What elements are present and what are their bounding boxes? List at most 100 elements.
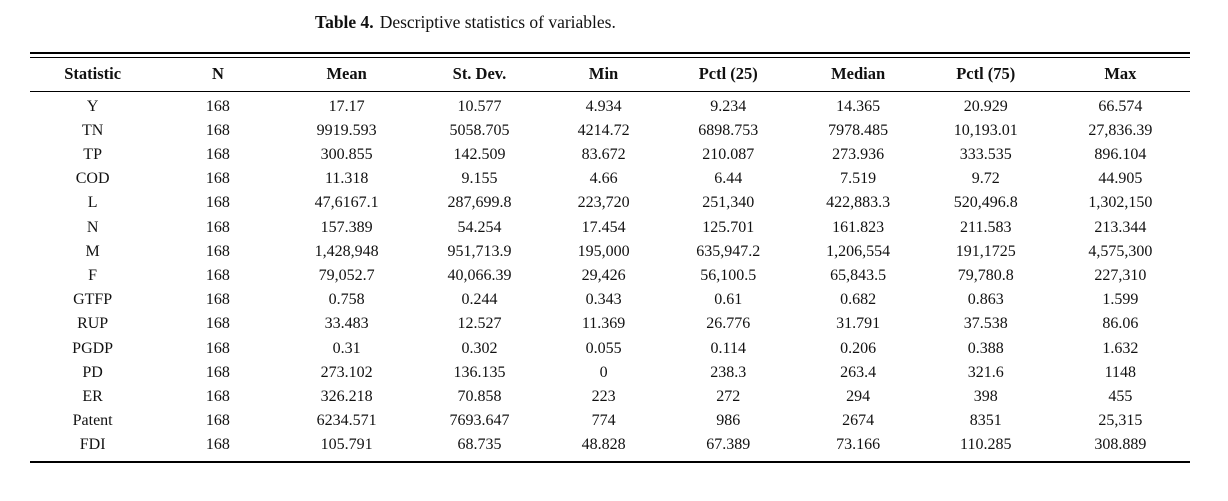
value-cell: 26.776 [706, 315, 751, 333]
value-cell: 223,720 [577, 194, 630, 212]
value-cell: 520,496.8 [953, 194, 1018, 212]
value-cell: 168 [205, 242, 230, 260]
value-cell: 12.527 [457, 315, 502, 333]
value-cell: 27,836.39 [1088, 121, 1153, 139]
value-cell: 1148 [1104, 363, 1137, 381]
value-cell: 79,052.7 [318, 266, 375, 284]
value-cell: 191,1725 [955, 242, 1016, 260]
value-cell: 10.577 [457, 97, 502, 115]
value-cell: 161.823 [832, 218, 885, 236]
value-cell: 168 [205, 266, 230, 284]
value-cell: 333.535 [959, 145, 1012, 163]
value-cell: 272 [716, 387, 741, 405]
value-cell: 168 [205, 436, 230, 454]
table-row: TP 168 300.855 142.509 83.672 210.087 273.936 3… [30, 143, 1190, 167]
value-cell: 0.055 [585, 339, 622, 357]
value-cell: 0.206 [840, 339, 877, 357]
value-cell: 223 [591, 387, 616, 405]
value-cell: 210.087 [702, 145, 755, 163]
table-row: COD 168 11.318 9.155 4.66 6.44 7.519 9.72 44.905 [30, 167, 1190, 191]
statistic-cell: PD [82, 363, 103, 381]
value-cell: 29,426 [581, 266, 626, 284]
value-cell: 17.454 [581, 218, 626, 236]
value-cell: 0.244 [461, 291, 498, 309]
table-body: Y 168 17.17 10.577 4.934 9.234 14.365 20.929 66.… [30, 91, 1190, 462]
value-cell: 10,193.01 [953, 121, 1018, 139]
value-cell: 273.936 [832, 145, 885, 163]
value-cell: 1.599 [1102, 291, 1139, 309]
table-row: PD 168 273.102 136.135 0 238.3 263.4 321.6 1148 [30, 361, 1190, 385]
value-cell: 40,066.39 [447, 266, 512, 284]
column-header: N [155, 58, 281, 92]
value-cell: 168 [205, 145, 230, 163]
value-cell: 9919.593 [316, 121, 377, 139]
value-cell: 125.701 [702, 218, 755, 236]
statistic-cell: TP [83, 145, 102, 163]
table-inner-rule: Statistic N Mean St. Dev. Min Pctl (25) Median… [30, 57, 1190, 463]
value-cell: 326.218 [320, 387, 373, 405]
statistic-cell: F [88, 266, 98, 284]
value-cell: 4.66 [589, 170, 618, 188]
value-cell: 0.863 [967, 291, 1004, 309]
value-cell: 9.234 [710, 97, 747, 115]
value-cell: 398 [973, 387, 998, 405]
value-cell: 251,340 [702, 194, 755, 212]
value-cell: 1,428,948 [314, 242, 379, 260]
value-cell: 20.929 [963, 97, 1008, 115]
value-cell: 0.758 [328, 291, 365, 309]
value-cell: 294 [846, 387, 871, 405]
statistic-cell: PGDP [72, 339, 114, 357]
value-cell: 300.855 [320, 145, 373, 163]
value-cell: 25,315 [1098, 412, 1143, 430]
value-cell: 195,000 [577, 242, 630, 260]
column-header: Pctl (25) [660, 58, 796, 92]
statistic-cell: L [87, 194, 98, 212]
value-cell: 4214.72 [577, 121, 630, 139]
table-row: Y 168 17.17 10.577 4.934 9.234 14.365 20.929 66.… [30, 91, 1190, 119]
value-cell: 47,6167.1 [314, 194, 379, 212]
descriptive-statistics-table: Statistic N Mean St. Dev. Min Pctl (25) Median… [30, 58, 1190, 463]
value-cell: 2674 [842, 412, 875, 430]
value-cell: 48.828 [581, 436, 626, 454]
table-row: TN 168 9919.593 5058.705 4214.72 6898.753 7978… [30, 119, 1190, 143]
value-cell: 66.574 [1098, 97, 1143, 115]
value-cell: 168 [205, 315, 230, 333]
statistic-cell: RUP [77, 315, 109, 333]
table-row: N 168 157.389 54.254 17.454 125.701 161.823 211… [30, 216, 1190, 240]
statistic-cell: Patent [72, 412, 113, 430]
value-cell: 774 [591, 412, 616, 430]
statistic-cell: COD [75, 170, 110, 188]
value-cell: 7.519 [840, 170, 877, 188]
table-row: F 168 79,052.7 40,066.39 29,426 56,100.5 65,84… [30, 264, 1190, 288]
table-row: GTFP 168 0.758 0.244 0.343 0.61 0.682 0.863 1.59… [30, 288, 1190, 312]
table-caption-label: Table 4. [315, 12, 374, 32]
value-cell: 9.155 [461, 170, 498, 188]
value-cell: 263.4 [840, 363, 877, 381]
value-cell: 65,843.5 [830, 266, 887, 284]
table-header: Statistic N Mean St. Dev. Min Pctl (25) Median… [30, 58, 1190, 92]
table-row: FDI 168 105.791 68.735 48.828 67.389 73.166 110… [30, 433, 1190, 461]
column-header: Median [795, 58, 921, 92]
value-cell: 7693.647 [449, 412, 510, 430]
value-cell: 0.302 [461, 339, 498, 357]
value-cell: 422,883.3 [826, 194, 891, 212]
statistic-cell: TN [81, 121, 104, 139]
table-caption: Table 4. Descriptive statistics of variab… [315, 11, 616, 33]
value-cell: 308.889 [1094, 436, 1147, 454]
value-cell: 635,947.2 [696, 242, 761, 260]
value-cell: 168 [205, 339, 230, 357]
value-cell: 0.31 [332, 339, 361, 357]
table-top-rule: Statistic N Mean St. Dev. Min Pctl (25) Median… [30, 52, 1190, 463]
value-cell: 1,206,554 [826, 242, 891, 260]
value-cell: 238.3 [710, 363, 747, 381]
column-header: Pctl (75) [920, 58, 1051, 92]
value-cell: 54.254 [457, 218, 502, 236]
table-row: PGDP 168 0.31 0.302 0.055 0.114 0.206 0.388 1.63… [30, 337, 1190, 361]
value-cell: 4,575,300 [1088, 242, 1153, 260]
column-header: Min [546, 58, 661, 92]
value-cell: 110.285 [960, 436, 1012, 454]
value-cell: 5058.705 [449, 121, 510, 139]
value-cell: 79,780.8 [957, 266, 1014, 284]
value-cell: 0.61 [714, 291, 743, 309]
value-cell: 157.389 [320, 218, 373, 236]
